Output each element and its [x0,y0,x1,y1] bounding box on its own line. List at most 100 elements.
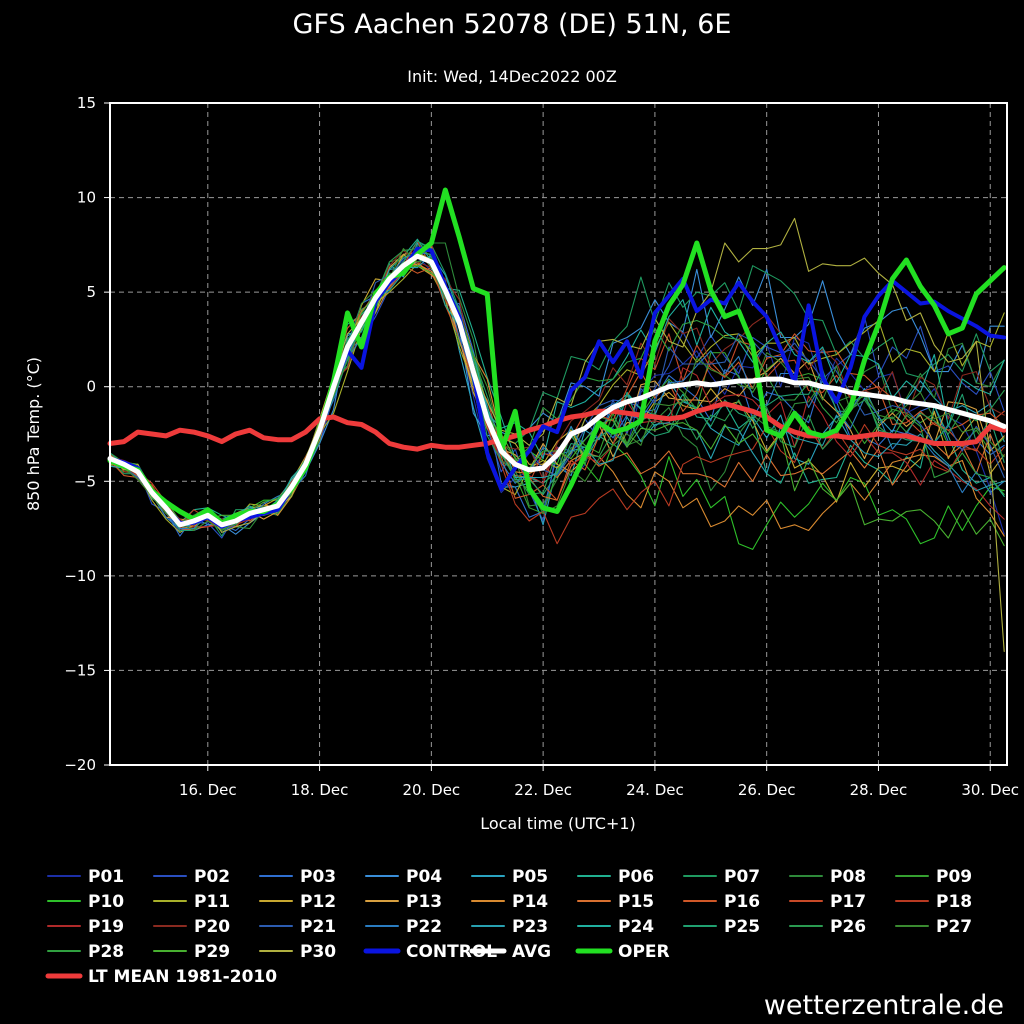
series-line-p21 [109,248,1005,533]
x-tick-label: 26. Dec [738,781,796,799]
legend-item-p19: P19 [47,917,124,937]
legend-label: P23 [512,917,548,937]
legend-label: P10 [88,892,124,912]
legend-label: P01 [88,867,124,887]
legend: P01 P02 P03 P04 P05 P06 P07 P08 P09 P10 P11 P12 P13 P… [45,867,972,987]
legend-label: LT MEAN 1981-2010 [88,967,277,987]
x-axis-label: Local time (UTC+1) [480,814,636,833]
legend-item-control: CONTROL [363,942,497,962]
legend-item-p08: P08 [789,867,866,887]
legend-label: P07 [724,867,760,887]
legend-item-p12: P12 [259,892,336,912]
legend-item-p02: P02 [153,867,230,887]
legend-label: OPER [618,942,670,962]
series-lines [107,187,1007,653]
legend-item-p06: P06 [577,867,654,887]
y-tick-label: 0 [86,378,96,396]
legend-label: P15 [618,892,654,912]
legend-label: P18 [936,892,972,912]
legend-item-p25: P25 [683,917,760,937]
series-line-p22 [109,251,1005,530]
legend-label: P28 [88,942,124,962]
legend-label: P22 [406,917,442,937]
series-line-control [108,246,1007,529]
legend-item-p10: P10 [47,892,124,912]
chart-subtitle: Init: Wed, 14Dec2022 00Z [407,67,617,86]
y-axis-label: 850 hPa Temp. (°C) [24,357,43,511]
series-line-lt-mean-1981-2010 [107,401,1007,452]
legend-item-p03: P03 [259,867,336,887]
chart-title: GFS Aachen 52078 (DE) 51N, 6E [293,9,732,40]
legend-label: AVG [512,942,551,962]
legend-item-p27: P27 [895,917,972,937]
legend-item-p18: P18 [895,892,972,912]
y-tick-label: −5 [74,472,96,490]
y-tick-label: −10 [64,567,96,585]
x-tick-label: 28. Dec [850,781,908,799]
legend-label: P29 [194,942,230,962]
legend-label: P12 [300,892,336,912]
legend-label: P26 [830,917,866,937]
legend-item-p14: P14 [471,892,548,912]
legend-item-p05: P05 [471,867,548,887]
legend-item-p17: P17 [789,892,866,912]
legend-item-p13: P13 [365,892,442,912]
x-tick-label: 18. Dec [291,781,349,799]
axis-ticks: −20 −15 −10 −5 0 5 10 15 16. Dec 18. Dec 20. Dec 22… [64,94,1019,799]
series-line-avg [107,253,1007,528]
legend-label: P24 [618,917,654,937]
legend-label: P16 [724,892,760,912]
legend-label: P27 [936,917,972,937]
y-tick-label: 10 [77,189,96,207]
legend-item-p26: P26 [789,917,866,937]
legend-label: P21 [300,917,336,937]
legend-item-p15: P15 [577,892,654,912]
legend-item-p29: P29 [153,942,230,962]
legend-item-p21: P21 [259,917,336,937]
legend-label: P30 [300,942,336,962]
legend-label: P08 [830,867,866,887]
series-line-p24 [109,255,1005,528]
legend-item-p16: P16 [683,892,760,912]
legend-label: P03 [300,867,336,887]
legend-item-p09: P09 [895,867,972,887]
y-tick-label: 15 [77,94,96,112]
y-tick-label: 5 [86,283,96,301]
legend-label: P02 [194,867,230,887]
legend-item-p23: P23 [471,917,548,937]
y-tick-label: −15 [64,661,96,679]
legend-item-p22: P22 [365,917,442,937]
credit-text: wetterzentrale.de [764,990,1004,1021]
legend-item-p01: P01 [47,867,124,887]
legend-label: P13 [406,892,442,912]
legend-label: CONTROL [406,942,497,962]
legend-item-p24: P24 [577,917,654,937]
x-tick-label: 20. Dec [403,781,461,799]
legend-item-oper: OPER [575,942,670,962]
series-line-p12 [109,253,1005,526]
legend-label: P25 [724,917,760,937]
legend-item-p11: P11 [153,892,230,912]
legend-item-p04: P04 [365,867,442,887]
legend-item-avg: AVG [469,942,551,962]
legend-label: P11 [194,892,230,912]
x-tick-label: 30. Dec [961,781,1019,799]
x-tick-label: 16. Dec [179,781,237,799]
legend-label: P14 [512,892,548,912]
legend-label: P20 [194,917,230,937]
legend-label: P04 [406,867,442,887]
plot-frame [109,102,1008,766]
legend-item-p30: P30 [259,942,336,962]
legend-item-p20: P20 [153,917,230,937]
legend-label: P06 [618,867,654,887]
x-tick-label: 22. Dec [514,781,572,799]
legend-label: P19 [88,917,124,937]
legend-item-lt-mean-1981-2010: LT MEAN 1981-2010 [45,967,277,987]
y-tick-label: −20 [64,756,96,774]
x-tick-label: 24. Dec [626,781,684,799]
legend-item-p28: P28 [47,942,124,962]
legend-item-p07: P07 [683,867,760,887]
legend-label: P17 [830,892,866,912]
legend-label: P05 [512,867,548,887]
